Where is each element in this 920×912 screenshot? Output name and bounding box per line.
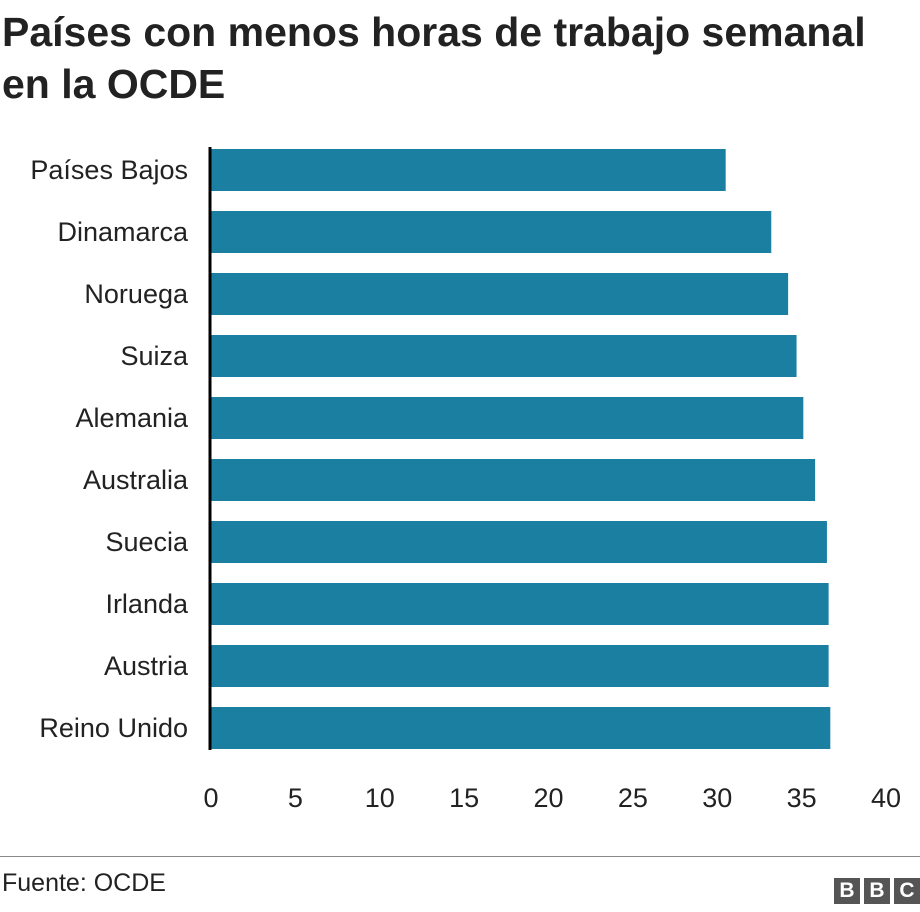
category-label-2: Noruega: [84, 279, 189, 309]
category-label-4: Alemania: [75, 403, 189, 433]
footer-divider: [0, 856, 920, 857]
x-tick-label-5: 25: [618, 783, 648, 813]
x-tick-label-2: 10: [365, 783, 395, 813]
category-label-6: Suecia: [105, 527, 189, 557]
bar-1: [211, 211, 772, 253]
chart-title: Países con menos horas de trabajo semana…: [2, 9, 866, 107]
bar-9: [211, 707, 831, 749]
bar-6: [211, 521, 827, 563]
category-label-1: Dinamarca: [57, 217, 189, 247]
x-tick-label-7: 35: [787, 783, 817, 813]
x-tick-labels: 0 5 10 15 20 25 30 35 40: [203, 783, 901, 813]
bar-8: [211, 645, 829, 687]
bar-4: [211, 397, 804, 439]
x-tick-label-3: 15: [449, 783, 479, 813]
bbc-logo: B B C: [834, 878, 920, 904]
bbc-logo-letter-3: C: [894, 878, 920, 904]
bbc-logo-letter-1: B: [834, 878, 860, 904]
x-tick-label-8: 40: [871, 783, 901, 813]
bar-5: [211, 459, 816, 501]
x-tick-label-0: 0: [203, 783, 218, 813]
bbc-logo-letter-2: B: [864, 878, 890, 904]
bar-chart: Países Bajos Dinamarca Noruega Suiza Alemani…: [30, 147, 901, 813]
bar-3: [211, 335, 797, 377]
x-tick-label-6: 30: [702, 783, 732, 813]
x-tick-label-1: 5: [288, 783, 303, 813]
category-label-8: Austria: [104, 651, 189, 681]
category-label-9: Reino Unido: [39, 713, 188, 743]
category-label-7: Irlanda: [105, 589, 189, 619]
category-label-5: Australia: [83, 465, 189, 495]
bar-0: [211, 149, 726, 191]
bar-7: [211, 583, 829, 625]
bars-group: [211, 149, 831, 749]
category-labels: Países Bajos Dinamarca Noruega Suiza Alemani…: [30, 155, 189, 743]
bar-2: [211, 273, 789, 315]
category-label-0: Países Bajos: [30, 155, 188, 185]
source-note: Fuente: OCDE: [2, 869, 166, 897]
x-tick-label-4: 20: [533, 783, 563, 813]
category-label-3: Suiza: [120, 341, 189, 371]
